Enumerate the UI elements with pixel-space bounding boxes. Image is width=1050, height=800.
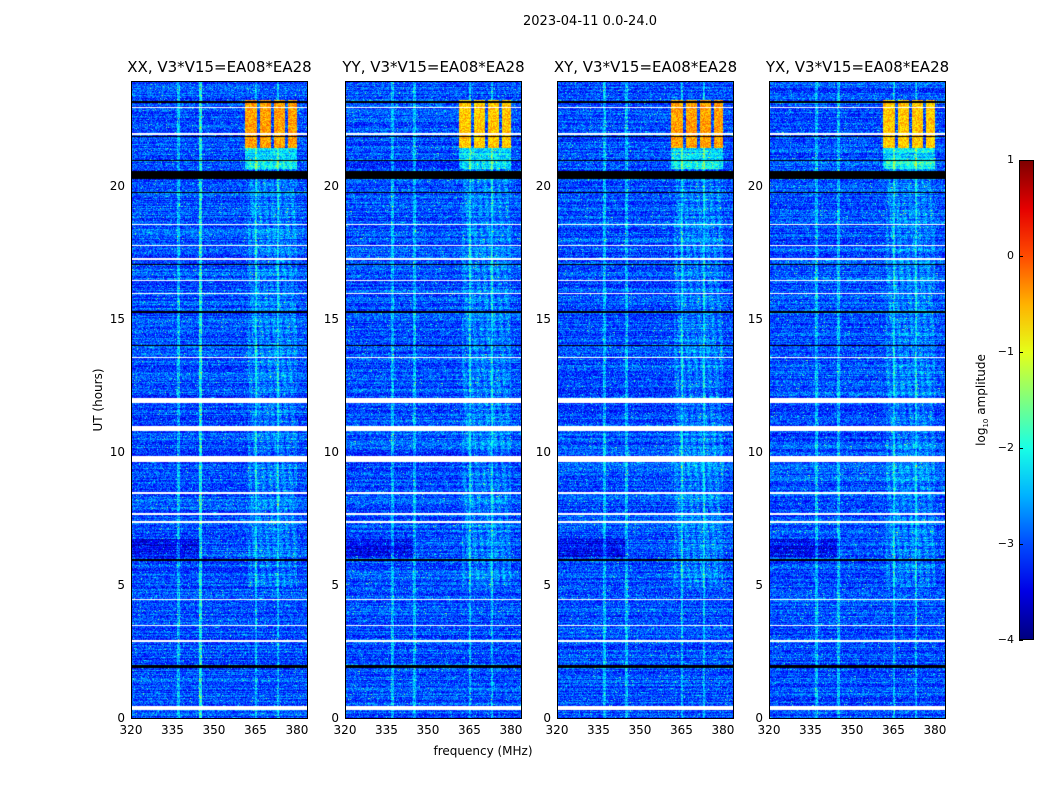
panel-title: XY, V3*V15=EA08*EA28 <box>553 58 738 76</box>
x-tick-label: 365 <box>670 723 693 737</box>
x-tick-label: 320 <box>545 723 569 737</box>
x-tick-label: 350 <box>628 723 652 737</box>
y-tick-label: 0 <box>543 711 551 725</box>
y-tick-label: 15 <box>323 312 339 327</box>
colorbar-tick-label: 1 <box>1007 153 1014 166</box>
colorbar-tick-label: −3 <box>997 537 1014 550</box>
y-tick-label: 10 <box>747 445 763 460</box>
colorbar-tick <box>1019 352 1023 353</box>
figure-title: 2023-04-11 0.0-24.0 <box>523 14 657 29</box>
x-tick-label: 365 <box>458 723 481 737</box>
x-tick-label: 335 <box>799 723 822 737</box>
y-tick-label: 10 <box>535 445 551 460</box>
x-tick-label: 335 <box>375 723 398 737</box>
colorbar-tick <box>1019 256 1023 257</box>
panel-2: YY, V3*V15=EA08*EA28 0 5 10 15 20 320 335 350 365… <box>324 58 525 737</box>
y-tick-label: 15 <box>109 312 125 327</box>
panel-3: XY, V3*V15=EA08*EA28 0 5 10 15 20 320 335 350 365… <box>536 58 737 737</box>
y-tick-label: 5 <box>543 578 551 593</box>
y-tick-label: 20 <box>109 179 125 194</box>
colorbar-tick <box>1019 448 1023 449</box>
x-axis-label: frequency (MHz) <box>433 744 533 758</box>
colorbar <box>1019 160 1034 640</box>
x-tick-label: 320 <box>119 723 143 737</box>
panel-title: YY, V3*V15=EA08*EA28 <box>342 58 525 76</box>
x-tick-label: 320 <box>333 723 357 737</box>
y-tick-label: 5 <box>331 578 339 593</box>
heatmap <box>557 81 734 719</box>
x-tick-label: 380 <box>499 723 523 737</box>
x-tick-label: 350 <box>416 723 440 737</box>
y-tick-label: 10 <box>109 445 125 460</box>
y-tick-label: 5 <box>755 578 763 593</box>
heatmap <box>131 81 308 719</box>
x-tick-label: 380 <box>711 723 735 737</box>
x-tick-label: 380 <box>923 723 947 737</box>
x-tick-label: 365 <box>882 723 905 737</box>
panel-1: XX, V3*V15=EA08*EA28 0 5 10 15 20 320 335 350 365… <box>110 58 312 737</box>
x-tick-label: 350 <box>202 723 226 737</box>
y-tick-label: 20 <box>535 179 551 194</box>
colorbar-tick-label: −1 <box>997 345 1014 358</box>
x-tick-label: 380 <box>285 723 309 737</box>
y-tick-label: 0 <box>755 711 763 725</box>
panel-title: XX, V3*V15=EA08*EA28 <box>127 58 312 76</box>
colorbar-tick-label: −4 <box>997 633 1014 646</box>
x-tick-label: 335 <box>161 723 184 737</box>
colorbar-tick <box>1019 544 1023 545</box>
colorbar-tick <box>1019 640 1023 641</box>
y-tick-label: 20 <box>747 179 763 194</box>
y-tick-label: 10 <box>323 445 339 460</box>
x-tick-label: 365 <box>244 723 267 737</box>
plot-frame <box>769 81 946 719</box>
y-axis-label: UT (hours) <box>91 368 105 432</box>
colorbar-label: log10 amplitude <box>973 354 991 446</box>
x-tick-label: 320 <box>757 723 781 737</box>
colorbar-tick-label: −2 <box>997 441 1014 454</box>
y-tick-label: 15 <box>535 312 551 327</box>
colorbar-tick-label: 0 <box>1007 249 1014 262</box>
y-tick-label: 0 <box>117 711 125 725</box>
colorbar-tick <box>1019 160 1023 161</box>
x-tick-label: 350 <box>840 723 864 737</box>
y-tick-label: 0 <box>331 711 339 725</box>
panel-title: YX, V3*V15=EA08*EA28 <box>765 58 950 76</box>
plot-frame <box>557 81 734 719</box>
y-tick-label: 5 <box>117 578 125 593</box>
plot-frame <box>345 81 522 719</box>
heatmap <box>345 81 522 719</box>
panel-4: YX, V3*V15=EA08*EA28 0 5 10 15 20 320 335 350 365… <box>748 58 949 737</box>
x-tick-label: 335 <box>587 723 610 737</box>
y-tick-label: 15 <box>747 312 763 327</box>
heatmap <box>769 81 946 719</box>
y-tick-label: 20 <box>323 179 339 194</box>
plot-frame <box>131 81 308 719</box>
